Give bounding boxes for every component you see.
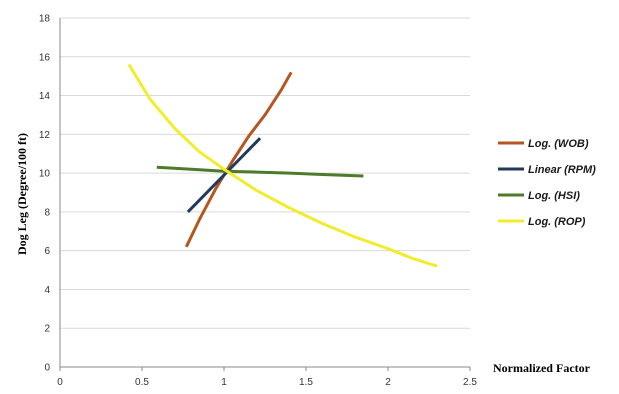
x-tick-label: 1 [221,377,227,388]
y-tick-label: 16 [39,52,51,63]
series-line-2 [186,137,262,213]
x-tick-label: 2 [385,377,391,388]
series-line-4 [127,63,438,268]
legend-label: Log. (ROP) [528,216,586,228]
legend-label: Linear (RPM) [528,164,596,176]
y-tick-label: 14 [39,91,51,102]
series-lines [127,63,438,268]
y-tick-label: 2 [44,324,50,335]
x-axis-title: Normalized Factor [493,361,591,375]
legend-label: Log. (HSI) [528,190,580,202]
x-tick-labels: 0 0.5 1 1.5 2 2.5 [57,377,477,388]
legend-label: Log. (WOB) [528,138,589,150]
x-tick-label: 2.5 [463,377,477,388]
x-tick-label: 0.5 [135,377,149,388]
x-tick-label: 0 [57,377,63,388]
axes [59,18,471,371]
y-tick-label: 6 [44,246,50,257]
y-axis-title: Dog Leg (Degree/100 ft) [15,133,29,255]
y-tick-label: 4 [44,285,50,296]
y-tick-label: 0 [44,363,50,374]
y-tick-labels: 0 2 4 6 8 10 12 14 16 18 [39,14,51,374]
series-line-1 [184,71,293,248]
legend: Log. (WOB) Linear (RPM) Log. (HSI) Log. (RO… [498,138,596,228]
y-tick-label: 10 [39,169,51,180]
series-line-3 [156,165,364,178]
y-tick-label: 18 [39,14,51,25]
y-tick-label: 8 [44,207,50,218]
x-tick-label: 1.5 [299,377,313,388]
y-tick-label: 12 [39,130,51,141]
